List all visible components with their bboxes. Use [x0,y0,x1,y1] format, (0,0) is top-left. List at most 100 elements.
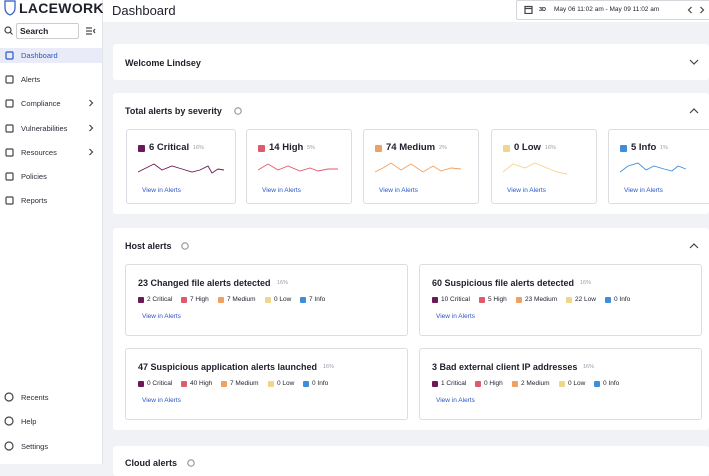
host-card-title: 23 Changed file alerts detected [138,278,271,288]
host-panel: Host alerts 23 Changed file alerts detect… [113,228,709,430]
severity-count: 0 Low [568,380,586,387]
count-swatch [181,297,187,303]
severity-count: 0 Info [603,380,620,387]
nav-icon [5,196,14,205]
host-card[interactable]: 3 Bad external client IP addresses 16% 1 C… [419,348,702,420]
view-link[interactable]: View in Alerts [436,313,475,320]
nav-item[interactable]: Policies [21,172,47,181]
count-swatch [181,381,187,387]
view-link[interactable]: View in Alerts [142,313,181,320]
search-box[interactable] [16,23,79,39]
chevron [89,124,94,132]
sidebar: LACEWORK Search Dashboard Alerts Compliance V… [0,0,104,464]
info-icon [181,242,189,250]
nav-icon [5,99,14,108]
host-card[interactable]: 23 Changed file alerts detected 16% 2 Crit… [125,264,408,336]
search-label: Search [20,26,49,36]
range-badge: 3D [539,7,547,13]
cloud-panel: Cloud alerts [113,446,709,476]
severity-count: 10 Critical [441,296,470,303]
severity-card[interactable]: 0 Low 16% View in Alerts [491,129,597,204]
view-link[interactable]: View in Alerts [379,187,418,194]
nav-icon [5,148,14,157]
severity-count: 7 Medium [227,296,256,303]
nav-item[interactable]: Reports [21,196,48,205]
chevron [689,108,699,114]
sparkline [138,163,225,174]
host-card-title: 60 Suspicious file alerts detected [432,278,575,288]
severity-label: 14 High [269,142,304,153]
brand: LACEWORK [19,0,104,16]
footer-icon [4,441,14,451]
view-link[interactable]: View in Alerts [262,187,301,194]
nav-item[interactable]: Dashboard [21,51,58,60]
welcome-text: Welcome Lindsey [125,58,201,68]
severity-change: 16% [545,144,557,151]
severity-count: 40 High [190,380,213,387]
view-link[interactable]: View in Alerts [624,187,663,194]
severity-swatch [258,145,265,152]
footer-item[interactable]: Help [21,417,37,426]
view-link[interactable]: View in Alerts [507,187,546,194]
welcome-panel: Welcome Lindsey [113,44,709,80]
info-icon [234,107,242,115]
severity-card[interactable]: 5 Info 1% View in Alerts [608,129,709,204]
nav-item[interactable]: Compliance [21,99,61,108]
sparkline [620,162,687,173]
severity-swatch [620,145,627,152]
severity-count: 0 Info [312,380,329,387]
nav-active-bg [0,48,102,63]
severity-swatch [138,145,145,152]
count-swatch [479,297,485,303]
host-change: 16% [583,364,595,370]
nav-icon [5,172,14,181]
footer-item[interactable]: Settings [21,442,49,451]
view-link[interactable]: View in Alerts [436,397,475,404]
count-swatch [268,381,274,387]
severity-count: 7 High [190,296,209,303]
chevron [689,243,699,249]
severity-count: 2 Critical [147,296,173,303]
footer-item[interactable]: Recents [21,393,49,402]
severity-card[interactable]: 6 Critical 16% View in Alerts [126,129,236,204]
severity-count: 0 Low [274,296,292,303]
chevron [700,6,705,14]
nav-item[interactable]: Vulnerabilities [21,124,68,133]
severity-count: 0 Low [277,380,295,387]
nav-item[interactable]: Resources [21,148,57,157]
severity-count: 22 Low [575,296,596,303]
view-link[interactable]: View in Alerts [142,397,181,404]
severity-panel: Total alerts by severity 6 Critical 16% Vie… [113,93,709,214]
date-range[interactable]: 3D May 06 11:02 am - May 09 11:02 am [516,0,709,20]
count-swatch [218,297,224,303]
severity-label: 74 Medium [386,142,436,153]
count-swatch [265,297,271,303]
count-swatch [475,381,481,387]
host-title: Host alerts [125,241,172,251]
count-swatch [594,381,600,387]
count-swatch [605,297,611,303]
nav-item[interactable]: Alerts [21,75,41,84]
severity-card[interactable]: 74 Medium 2% View in Alerts [363,129,479,204]
nav-icon [5,75,14,84]
severity-count: 7 Info [309,296,326,303]
severity-change: 5% [307,144,315,151]
host-card[interactable]: 60 Suspicious file alerts detected 16% 10 … [419,264,702,336]
host-card[interactable]: 47 Suspicious application alerts launche… [125,348,408,420]
severity-count: 1 Critical [441,380,467,387]
date-text: May 06 11:02 am - May 09 11:02 am [554,6,660,13]
host-change: 16% [580,280,592,286]
severity-count: 0 High [484,380,503,387]
severity-count: 0 Critical [147,380,173,387]
severity-title: Total alerts by severity [125,106,222,116]
cloud-title: Cloud alerts [125,458,178,468]
view-link[interactable]: View in Alerts [142,187,181,194]
count-swatch [559,381,565,387]
severity-change: 2% [439,144,447,151]
count-swatch [566,297,572,303]
nav-icon [5,124,14,133]
footer-icon [4,416,14,426]
severity-swatch [503,145,510,152]
severity-card[interactable]: 14 High 5% View in Alerts [246,129,352,204]
